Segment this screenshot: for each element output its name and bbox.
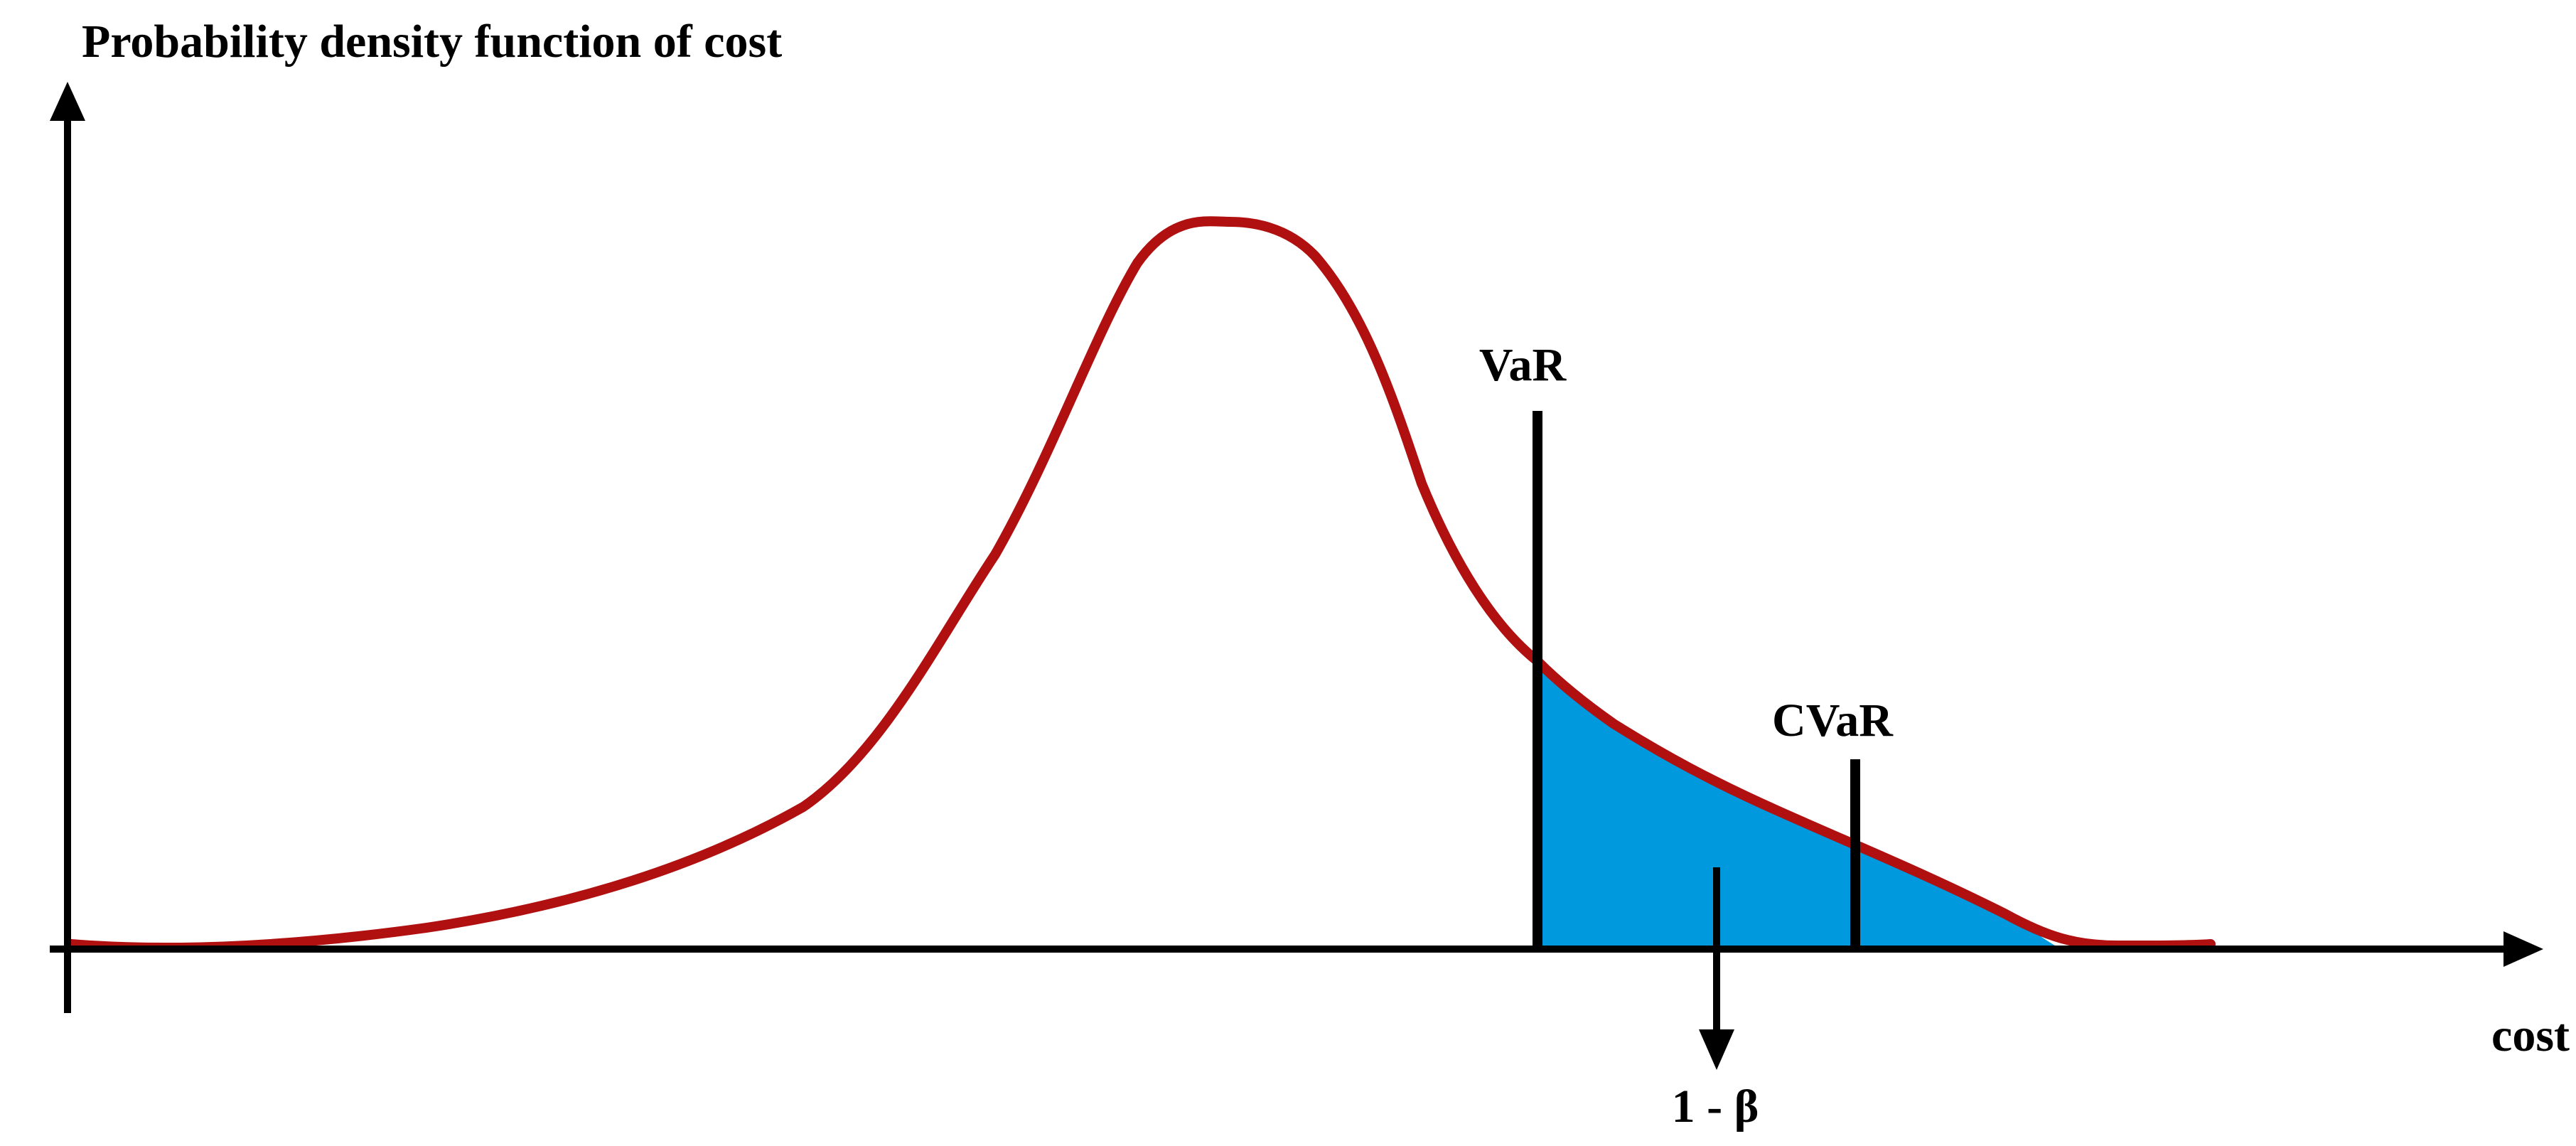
density-curve	[66, 216, 2216, 953]
cvar-label: CVaR	[1772, 695, 1894, 746]
var-label: VaR	[1479, 339, 1567, 391]
x-axis-label: cost	[2491, 1010, 2570, 1061]
x-axis-arrowhead	[2503, 931, 2543, 967]
tail-area	[1537, 661, 2061, 949]
tail-pointer-arrowhead	[1699, 1029, 1734, 1070]
page-title: Probability density function of cost	[82, 16, 782, 68]
tail-probability-label: 1 - β	[1672, 1081, 1759, 1132]
y-axis-arrowhead	[50, 82, 85, 121]
